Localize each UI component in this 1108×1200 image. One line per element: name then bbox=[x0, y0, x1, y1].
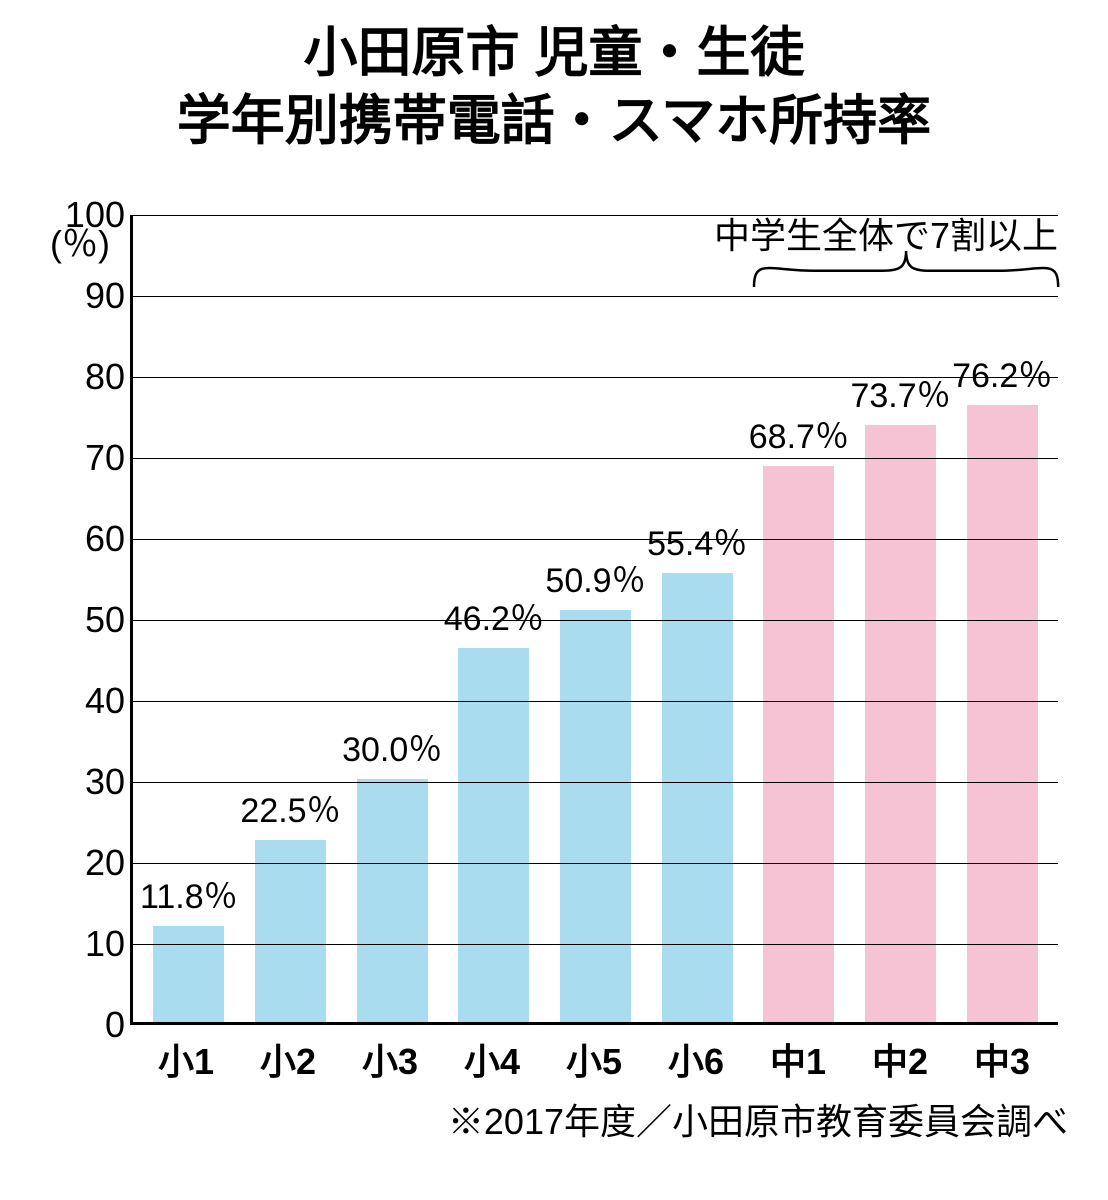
x-tick-label: 中3 bbox=[951, 1033, 1053, 1085]
y-tick-label: 90 bbox=[45, 275, 125, 317]
bar bbox=[458, 648, 529, 1022]
chart-title: 小田原市 児童・生徒 学年別携帯電話・スマホ所持率 bbox=[30, 20, 1078, 155]
chart-container: 小田原市 児童・生徒 学年別携帯電話・スマホ所持率 (％) 中学生全体で7割以上… bbox=[0, 0, 1108, 1200]
chart-area: (％) 中学生全体で7割以上 11.8％22.5％30.0％46.2％50.9％… bbox=[50, 215, 1058, 1085]
footnote: ※2017年度／小田原市教育委員会調べ bbox=[30, 1093, 1078, 1145]
x-tick-label: 小6 bbox=[645, 1033, 747, 1085]
bar bbox=[662, 573, 733, 1022]
y-tick-label: 40 bbox=[45, 680, 125, 722]
title-line-1: 小田原市 児童・生徒 bbox=[303, 23, 804, 83]
x-tick-label: 小2 bbox=[237, 1033, 339, 1085]
y-tick-label: 60 bbox=[45, 518, 125, 560]
gridline bbox=[133, 377, 1058, 378]
plot-area: 11.8％22.5％30.0％46.2％50.9％55.4％68.7％73.7％… bbox=[130, 215, 1058, 1025]
gridline bbox=[133, 296, 1058, 297]
y-tick-label: 10 bbox=[45, 923, 125, 965]
y-tick-label: 80 bbox=[45, 356, 125, 398]
y-tick-label: 70 bbox=[45, 437, 125, 479]
x-tick-label: 中2 bbox=[849, 1033, 951, 1085]
x-axis-labels: 小1小2小3小4小5小6中1中2中3 bbox=[130, 1025, 1058, 1085]
gridline bbox=[133, 944, 1058, 945]
bar-slot: 73.7％ bbox=[850, 215, 952, 1022]
y-tick-label: 30 bbox=[45, 761, 125, 803]
x-tick-label: 中1 bbox=[747, 1033, 849, 1085]
y-tick-label: 0 bbox=[45, 1004, 125, 1046]
bar bbox=[153, 926, 224, 1022]
gridline bbox=[133, 539, 1058, 540]
y-tick-label: 100 bbox=[45, 194, 125, 236]
x-tick-label: 小1 bbox=[135, 1033, 237, 1085]
bar-slot: 50.9％ bbox=[545, 215, 647, 1022]
bar-slot: 11.8％ bbox=[138, 215, 240, 1022]
bar bbox=[357, 779, 428, 1022]
y-tick-label: 20 bbox=[45, 842, 125, 884]
x-tick-label: 小4 bbox=[441, 1033, 543, 1085]
title-line-2: 学年別携帯電話・スマホ所持率 bbox=[177, 91, 931, 151]
bar-value-label: 76.2％ bbox=[921, 348, 1084, 397]
bar-slot: 68.7％ bbox=[748, 215, 850, 1022]
bars-group: 11.8％22.5％30.0％46.2％50.9％55.4％68.7％73.7％… bbox=[133, 215, 1058, 1022]
gridline bbox=[133, 701, 1058, 702]
gridline bbox=[133, 458, 1058, 459]
bar bbox=[865, 425, 936, 1022]
bar bbox=[967, 405, 1038, 1022]
bar bbox=[560, 610, 631, 1022]
gridline bbox=[133, 620, 1058, 621]
gridline bbox=[133, 215, 1058, 216]
bar-slot: 55.4％ bbox=[646, 215, 748, 1022]
bar-slot: 46.2％ bbox=[443, 215, 545, 1022]
x-tick-label: 小5 bbox=[543, 1033, 645, 1085]
y-tick-label: 50 bbox=[45, 599, 125, 641]
gridline bbox=[133, 863, 1058, 864]
bar-slot: 22.5％ bbox=[240, 215, 342, 1022]
gridline bbox=[133, 782, 1058, 783]
x-tick-label: 小3 bbox=[339, 1033, 441, 1085]
bar bbox=[255, 840, 326, 1022]
bar-slot: 76.2％ bbox=[951, 215, 1053, 1022]
bar bbox=[763, 466, 834, 1022]
